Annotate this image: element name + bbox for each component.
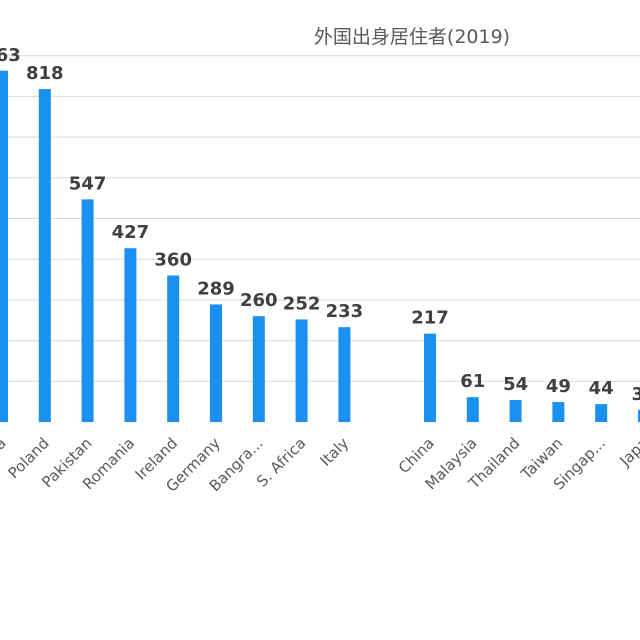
data-label: 289 — [197, 278, 235, 299]
data-label: 54 — [503, 374, 528, 395]
data-label: 818 — [26, 63, 64, 84]
category-ticks: aPolandPakistanRomaniaIrelandGermanyBang… — [0, 434, 640, 496]
data-label: 61 — [460, 371, 485, 392]
category-tick-label: a — [0, 434, 10, 453]
data-label: 360 — [154, 249, 192, 270]
bar — [210, 304, 222, 422]
bar — [509, 400, 522, 422]
data-label: 252 — [283, 293, 321, 314]
bar — [552, 402, 565, 422]
bar — [124, 248, 137, 422]
bar — [252, 316, 265, 422]
bar — [338, 327, 351, 422]
data-label: 44 — [589, 378, 614, 399]
bars — [0, 70, 640, 422]
bar — [81, 199, 94, 422]
gridlines — [0, 55, 640, 382]
data-label: 217 — [411, 308, 449, 329]
data-label: 49 — [546, 376, 571, 397]
bar — [638, 409, 640, 422]
bar — [466, 397, 479, 422]
category-tick-label: Italy — [316, 434, 352, 470]
bar — [595, 404, 608, 422]
data-label: 260 — [240, 290, 278, 311]
data-label: 30 — [631, 384, 640, 405]
category-tick-label: Japa — [616, 434, 640, 470]
data-label: 427 — [112, 222, 150, 243]
data-label: 233 — [326, 301, 364, 322]
data-label: 863 — [0, 45, 21, 66]
chart-title: 外国出身居住者(2019) — [313, 26, 511, 48]
bar — [295, 319, 308, 422]
bar — [167, 275, 180, 422]
bar — [0, 70, 8, 422]
data-label: 547 — [69, 173, 107, 194]
bar — [424, 333, 436, 422]
bar — [38, 89, 51, 422]
